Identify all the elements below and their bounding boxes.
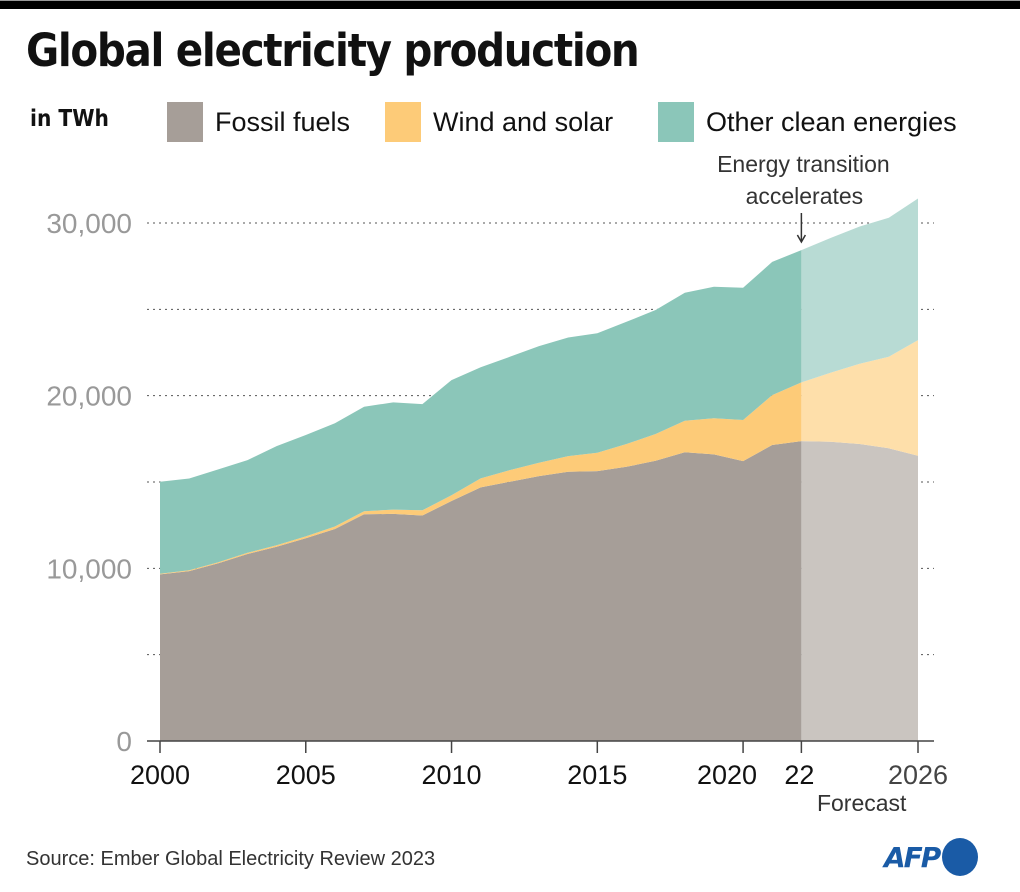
area-forecast-fossil-fuels: [801, 441, 918, 741]
axes: 0 10,000 20,000 30,000 2000 2005 2010 2015 2020 2…: [46, 208, 948, 790]
area-wind-and-solar: [160, 382, 802, 575]
area-forecast-wind-and-solar: [801, 340, 918, 456]
annotation-arrow-icon: [796, 213, 807, 244]
afp-logo: AFP: [884, 838, 979, 876]
y-tick-label: 10,000: [46, 553, 132, 584]
legend-item-fossil: Fossil fuels: [167, 100, 350, 144]
legend: in TWh Fossil fuels Wind and solar Other…: [0, 100, 1020, 144]
area-other-clean-energies: [160, 250, 802, 574]
legend-item-other-clean: Other clean energies: [658, 100, 957, 144]
source-note: Source: Ember Global Electricity Review …: [26, 848, 436, 870]
legend-item-wind-solar: Wind and solar: [385, 100, 613, 144]
x-tick-label: 2026: [888, 760, 948, 790]
area-forecast-other-clean-energies: [801, 198, 918, 383]
stacked-areas: [160, 198, 918, 741]
legend-swatch-fossil: [167, 102, 203, 142]
legend-swatch-wind-solar: [385, 102, 421, 142]
legend-label-other-clean: Other clean energies: [706, 106, 957, 137]
forecast-label: Forecast: [817, 790, 907, 816]
x-tick-label: 2010: [421, 760, 481, 790]
x-tick-label: 2005: [276, 760, 336, 790]
y-tick-label: 30,000: [46, 208, 132, 239]
afp-logo-dot-icon: [942, 838, 979, 876]
arrow-head: [796, 234, 807, 244]
legend-label-fossil: Fossil fuels: [215, 106, 351, 137]
x-tick-label: 22: [784, 760, 814, 790]
annotation-line-1: Energy transition: [717, 151, 890, 177]
annotation-line-2: accelerates: [746, 183, 864, 209]
x-tick-label: 2000: [130, 760, 190, 790]
legend-swatch-other-clean: [658, 102, 694, 142]
afp-logo-text: AFP: [884, 840, 941, 874]
chart-title: Global electricity production: [26, 24, 640, 77]
y-tick-label: 20,000: [46, 381, 132, 412]
unit-label: in TWh: [30, 106, 109, 132]
x-tick-label: 2020: [697, 760, 757, 790]
legend-label-wind-solar: Wind and solar: [433, 106, 614, 137]
area-fossil-fuels: [160, 441, 802, 741]
y-tick-label: 0: [116, 726, 132, 757]
top-bar: [0, 0, 1020, 9]
x-tick-label: 2015: [567, 760, 627, 790]
